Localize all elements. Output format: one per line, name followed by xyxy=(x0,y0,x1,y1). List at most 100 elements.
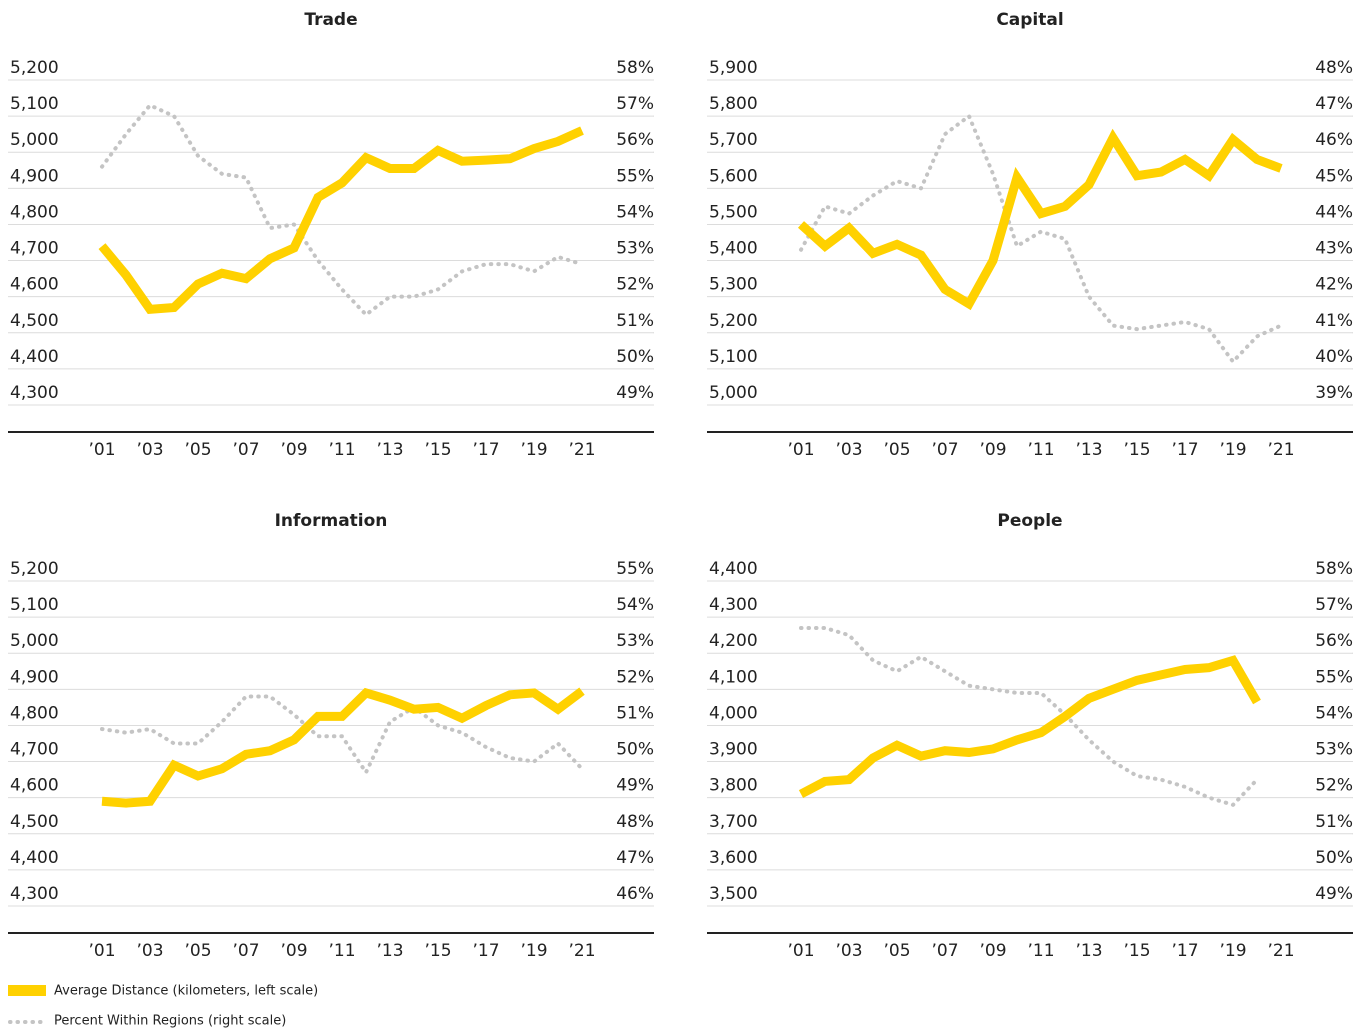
series-line xyxy=(100,103,584,317)
y-tick-label: 4,600 xyxy=(10,275,59,295)
y2-tick-label: 46% xyxy=(1315,130,1353,150)
y-tick-label: 3,600 xyxy=(709,848,758,868)
series-line xyxy=(798,655,1261,799)
x-tick-label: ’15 xyxy=(424,941,451,961)
y-tick-label: 5,900 xyxy=(709,58,758,78)
y2-tick-label: 53% xyxy=(616,239,654,259)
x-tick-label: ’19 xyxy=(1219,941,1246,961)
y-tick-label: 4,600 xyxy=(10,776,59,796)
y-tick-label: 5,300 xyxy=(709,275,758,295)
y-tick-label: 4,300 xyxy=(10,383,59,403)
x-tick-label: ’07 xyxy=(232,440,259,460)
y2-tick-label: 55% xyxy=(616,166,654,186)
y-tick-label: 5,100 xyxy=(709,347,758,367)
y2-tick-label: 53% xyxy=(1315,740,1353,760)
y2-tick-label: 56% xyxy=(616,130,654,150)
y2-tick-label: 54% xyxy=(1315,703,1353,723)
x-tick-label: ’01 xyxy=(88,440,115,460)
y2-tick-label: 48% xyxy=(1315,58,1353,78)
x-tick-label: ’15 xyxy=(424,440,451,460)
x-tick-label: ’07 xyxy=(931,440,958,460)
x-tick-label: ’05 xyxy=(184,440,211,460)
x-tick-label: ’05 xyxy=(184,941,211,961)
y-tick-label: 4,400 xyxy=(10,848,59,868)
y2-tick-label: 56% xyxy=(1315,631,1353,651)
y-tick-label: 4,900 xyxy=(10,166,59,186)
series-line xyxy=(799,625,1259,807)
x-tick-label: ’03 xyxy=(835,440,862,460)
y2-tick-label: 50% xyxy=(1315,848,1353,868)
y2-tick-label: 47% xyxy=(616,848,654,868)
chart-title: People xyxy=(997,511,1062,531)
y2-tick-label: 55% xyxy=(616,559,654,579)
y-tick-label: 5,100 xyxy=(10,94,59,114)
x-tick-label: ’11 xyxy=(1027,941,1054,961)
y2-tick-label: 52% xyxy=(616,275,654,295)
y-tick-label: 5,600 xyxy=(709,166,758,186)
y2-tick-label: 49% xyxy=(1315,884,1353,904)
x-tick-label: ’09 xyxy=(280,941,307,961)
x-tick-label: ’01 xyxy=(787,440,814,460)
series-line xyxy=(98,126,584,314)
x-tick-label: ’11 xyxy=(1027,440,1054,460)
y2-tick-label: 49% xyxy=(616,383,654,403)
x-tick-label: ’07 xyxy=(931,941,958,961)
x-tick-label: ’13 xyxy=(376,941,403,961)
y-tick-label: 4,200 xyxy=(709,631,758,651)
x-tick-label: ’17 xyxy=(472,941,499,961)
x-tick-label: ’13 xyxy=(1075,440,1102,460)
y2-tick-label: 55% xyxy=(1315,667,1353,687)
y2-tick-label: 45% xyxy=(1315,166,1353,186)
y2-tick-label: 58% xyxy=(616,58,654,78)
y-tick-label: 4,800 xyxy=(10,202,59,222)
y-tick-label: 4,500 xyxy=(10,812,59,832)
x-tick-label: ’15 xyxy=(1123,941,1150,961)
x-tick-label: ’05 xyxy=(883,440,910,460)
x-tick-label: ’13 xyxy=(1075,941,1102,961)
x-tick-label: ’21 xyxy=(1267,440,1294,460)
y-tick-label: 5,000 xyxy=(10,130,59,150)
x-tick-label: ’21 xyxy=(568,941,595,961)
y-tick-label: 4,100 xyxy=(709,667,758,687)
y-tick-label: 4,700 xyxy=(10,740,59,760)
x-tick-label: ’19 xyxy=(520,440,547,460)
y-tick-label: 4,300 xyxy=(709,595,758,615)
y2-tick-label: 47% xyxy=(1315,94,1353,114)
y-tick-label: 4,500 xyxy=(10,311,59,331)
y2-tick-label: 58% xyxy=(1315,559,1353,579)
x-tick-label: ’03 xyxy=(835,941,862,961)
series-line xyxy=(101,687,585,808)
x-tick-label: ’21 xyxy=(1267,941,1294,961)
y2-tick-label: 52% xyxy=(616,667,654,687)
y-tick-label: 4,400 xyxy=(10,347,59,367)
y2-tick-label: 41% xyxy=(1315,311,1353,331)
chart-title: Capital xyxy=(996,10,1063,30)
y-tick-label: 3,500 xyxy=(709,884,758,904)
y2-tick-label: 46% xyxy=(616,884,654,904)
y2-tick-label: 51% xyxy=(1315,812,1353,832)
y-tick-label: 5,500 xyxy=(709,202,758,222)
y2-tick-label: 49% xyxy=(616,776,654,796)
y-tick-label: 5,000 xyxy=(709,383,758,403)
y-tick-label: 4,700 xyxy=(10,239,59,259)
y2-tick-label: 44% xyxy=(1315,202,1353,222)
y2-tick-label: 39% xyxy=(1315,383,1353,403)
y-tick-label: 5,200 xyxy=(709,311,758,331)
y-tick-label: 5,200 xyxy=(10,58,59,78)
legend-label: Average Distance (kilometers, left scale… xyxy=(54,984,318,999)
x-tick-label: ’17 xyxy=(472,440,499,460)
y2-tick-label: 48% xyxy=(616,812,654,832)
y-tick-label: 4,400 xyxy=(709,559,758,579)
x-tick-label: ’19 xyxy=(1219,440,1246,460)
series-line xyxy=(100,694,584,775)
y-tick-label: 3,900 xyxy=(709,740,758,760)
series-line xyxy=(797,128,1283,311)
y-tick-label: 5,700 xyxy=(709,130,758,150)
y-tick-label: 5,200 xyxy=(10,559,59,579)
y2-tick-label: 54% xyxy=(616,595,654,615)
y-tick-label: 4,900 xyxy=(10,667,59,687)
x-tick-label: ’09 xyxy=(280,440,307,460)
x-tick-label: ’17 xyxy=(1171,440,1198,460)
y2-tick-label: 43% xyxy=(1315,239,1353,259)
